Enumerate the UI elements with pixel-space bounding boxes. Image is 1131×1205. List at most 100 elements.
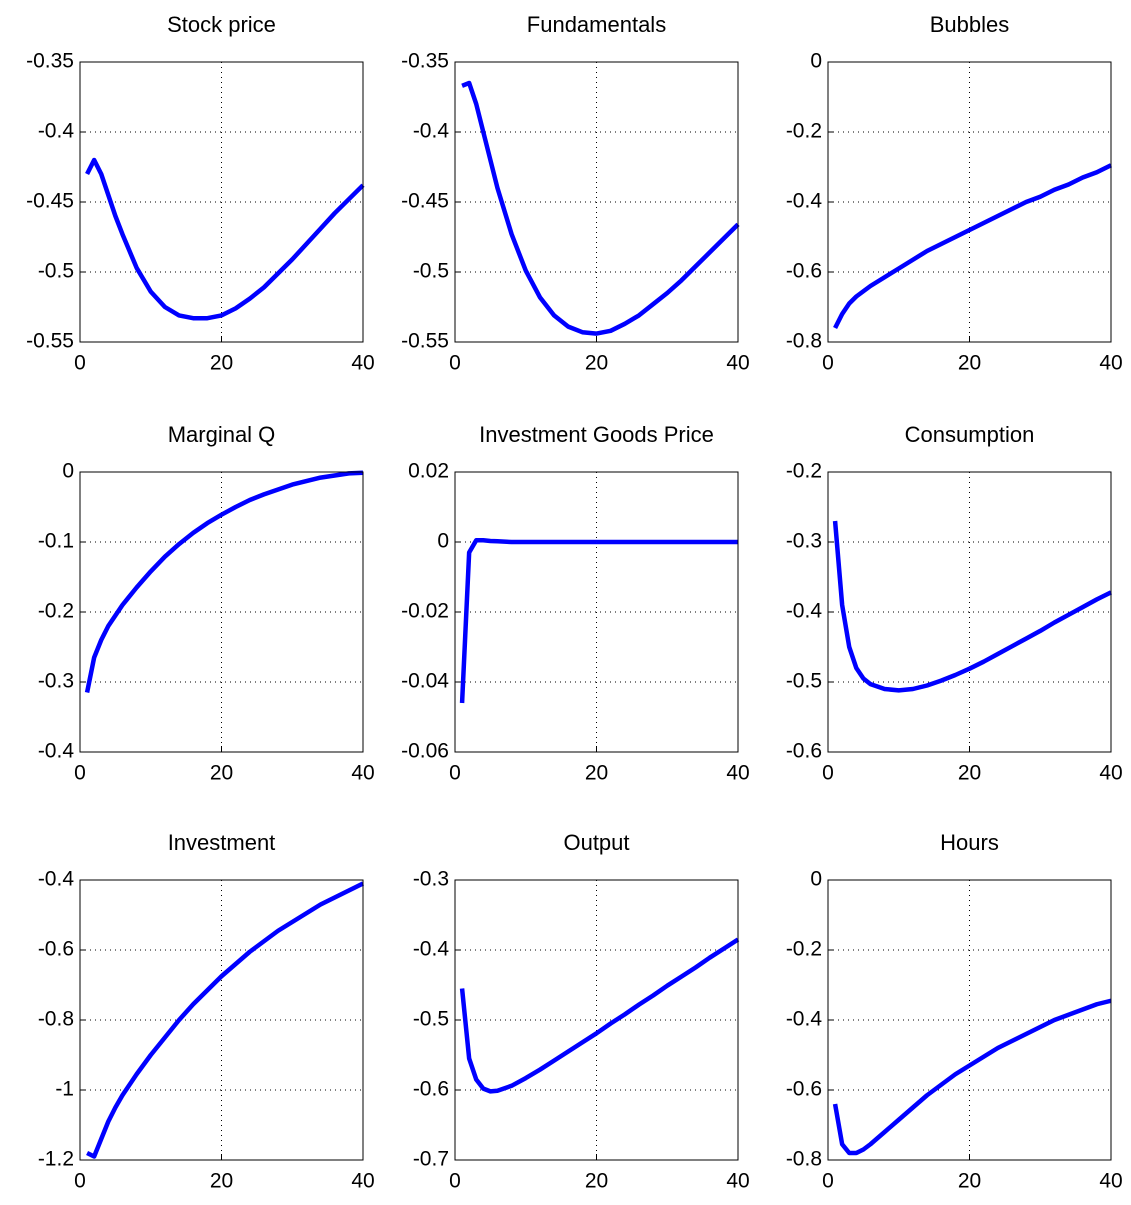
x-tick-label: 0 — [74, 1170, 86, 1193]
x-tick-label: 0 — [74, 352, 86, 375]
y-tick-label: 0.02 — [408, 460, 449, 483]
x-tick-label: 40 — [726, 1170, 749, 1193]
chart-title: Investment Goods Price — [479, 422, 714, 447]
y-tick-label: -0.6 — [786, 1078, 822, 1101]
x-tick-label: 0 — [449, 762, 461, 785]
y-tick-label: -0.6 — [413, 1078, 449, 1101]
data-line — [459, 538, 738, 704]
y-tick-label: -0.2 — [786, 120, 822, 143]
x-tick-label: 0 — [822, 762, 834, 785]
y-tick-label: -0.3 — [786, 530, 822, 553]
axes-frame — [454, 879, 739, 1161]
y-tick-label: -0.06 — [401, 740, 449, 763]
axes-frame — [827, 879, 1112, 1161]
data-line — [86, 881, 364, 1159]
y-tick-label: -0.8 — [786, 330, 822, 353]
axes-frame — [79, 879, 364, 1161]
y-tick-label: -0.5 — [413, 260, 449, 283]
data-line — [85, 157, 365, 321]
y-tick-label: -0.04 — [401, 670, 449, 693]
x-tick-label: 0 — [822, 352, 834, 375]
x-tick-label: 0 — [822, 1170, 834, 1193]
x-tick-label: 20 — [585, 352, 608, 375]
chart-title: Bubbles — [930, 12, 1010, 37]
x-tick-label: 20 — [585, 762, 608, 785]
data-line — [459, 937, 740, 1094]
y-tick-label: -0.02 — [401, 600, 449, 623]
y-tick-label: -0.6 — [786, 740, 822, 763]
x-tick-label: 20 — [210, 352, 233, 375]
y-tick-label: 0 — [810, 868, 822, 891]
chart-title: Fundamentals — [527, 12, 666, 37]
y-tick-label: 0 — [62, 460, 74, 483]
y-tick-label: -0.1 — [38, 530, 74, 553]
y-tick-label: -0.45 — [401, 190, 449, 213]
x-tick-label: 40 — [351, 762, 374, 785]
axes-frame — [827, 61, 1112, 343]
y-tick-label: -0.5 — [38, 260, 74, 283]
data-line — [832, 520, 1112, 693]
y-tick-label: -0.5 — [413, 1008, 449, 1031]
y-tick-label: -0.8 — [786, 1148, 822, 1171]
y-tick-label: -0.35 — [401, 50, 449, 73]
x-tick-label: 20 — [585, 1170, 608, 1193]
y-tick-label: -0.55 — [26, 330, 74, 353]
chart-title: Hours — [940, 830, 999, 855]
x-tick-label: 20 — [958, 352, 981, 375]
y-tick-label: -1 — [55, 1078, 74, 1101]
y-tick-label: -1.2 — [38, 1148, 74, 1171]
y-tick-label: -0.55 — [401, 330, 449, 353]
y-tick-label: 0 — [810, 50, 822, 73]
y-tick-label: -0.2 — [786, 460, 822, 483]
axes-frame — [454, 61, 739, 343]
y-tick-label: -0.4 — [786, 190, 823, 213]
axes-frame — [827, 471, 1112, 753]
y-tick-label: -0.3 — [38, 670, 74, 693]
y-tick-label: -0.45 — [26, 190, 74, 213]
chart-title: Marginal Q — [168, 422, 276, 447]
chart-title: Consumption — [905, 422, 1035, 447]
axes-frame — [79, 61, 364, 343]
x-tick-label: 0 — [449, 1170, 461, 1193]
data-line — [461, 80, 740, 336]
x-tick-label: 40 — [1099, 1170, 1122, 1193]
y-tick-label: -0.35 — [26, 50, 74, 73]
chart-title: Stock price — [167, 12, 276, 37]
data-line — [84, 470, 364, 693]
chart-title: Investment — [168, 830, 276, 855]
y-tick-label: -0.8 — [38, 1008, 74, 1031]
x-tick-label: 40 — [726, 762, 749, 785]
y-tick-label: -0.4 — [38, 868, 75, 891]
y-tick-label: -0.4 — [413, 938, 450, 961]
y-tick-label: -0.2 — [786, 938, 822, 961]
data-line — [833, 163, 1112, 330]
y-tick-label: -0.6 — [38, 938, 74, 961]
y-tick-label: -0.6 — [786, 260, 822, 283]
y-tick-label: -0.2 — [38, 600, 74, 623]
x-tick-label: 40 — [1099, 762, 1122, 785]
data-line — [832, 998, 1112, 1156]
y-tick-label: -0.3 — [413, 868, 449, 891]
x-tick-label: 40 — [351, 352, 374, 375]
axes-frame — [454, 471, 739, 753]
x-tick-label: 0 — [449, 352, 461, 375]
y-tick-label: -0.4 — [786, 1008, 823, 1031]
y-tick-label: -0.7 — [413, 1148, 449, 1171]
y-tick-label: -0.4 — [38, 740, 75, 763]
x-tick-label: 40 — [351, 1170, 374, 1193]
x-tick-label: 40 — [726, 352, 749, 375]
x-tick-label: 40 — [1099, 352, 1122, 375]
x-tick-label: 20 — [210, 1170, 233, 1193]
y-tick-label: -0.4 — [786, 600, 823, 623]
y-tick-label: -0.4 — [38, 120, 75, 143]
axes-frame — [79, 471, 364, 753]
x-tick-label: 0 — [74, 762, 86, 785]
y-tick-label: 0 — [437, 530, 449, 553]
y-tick-label: -0.5 — [786, 670, 822, 693]
chart-title: Output — [563, 830, 629, 855]
x-tick-label: 20 — [958, 762, 981, 785]
y-tick-label: -0.4 — [413, 120, 450, 143]
x-tick-label: 20 — [958, 1170, 981, 1193]
x-tick-label: 20 — [210, 762, 233, 785]
